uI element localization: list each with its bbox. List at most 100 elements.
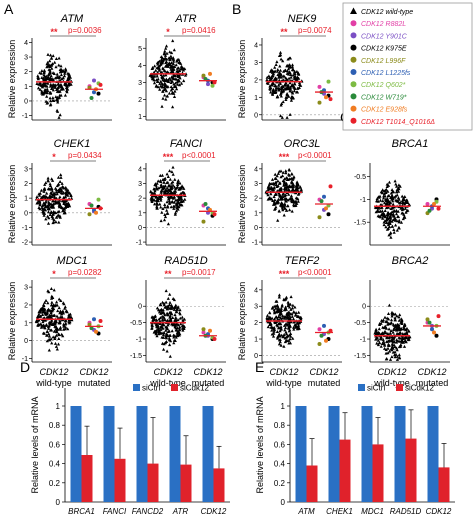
wt-point [385,218,389,222]
wt-point [150,76,155,80]
wt-point [178,327,182,331]
wt-point [158,316,163,320]
wt-point [284,176,288,180]
mutated-point [87,322,92,327]
wt-point [390,342,394,346]
wt-point [178,308,182,312]
wt-point [396,189,401,193]
wt-point [276,317,280,321]
wt-point [62,74,67,78]
bar [81,455,93,502]
wt-point [161,96,165,100]
gene-title: BRCA1 [392,138,429,150]
wt-point [384,348,388,351]
wt-point [277,295,281,299]
wt-point [164,334,168,337]
y-tick-label: 0 [138,225,142,232]
wt-point [293,305,297,309]
wt-point [49,337,53,341]
wt-point [53,321,58,325]
bar [427,406,439,502]
wt-point [277,70,282,74]
wt-point [276,68,280,71]
wt-point [290,91,295,95]
wt-group-sublabel: wild-type [265,378,302,388]
wt-point [280,303,284,307]
y-tick-label: 0.4 [49,460,61,469]
wt-point [293,87,297,90]
p-value: p=0.0074 [298,26,332,35]
wt-point [280,204,284,208]
wt-point [182,79,186,83]
wt-point [398,328,402,332]
wt-point [398,184,402,188]
wt-point [47,308,51,312]
bar-chart-d: 0 0.2 0.4 0.6 0.8 1 Relative levels of mRNA siC… [30,384,230,514]
wt-point [163,318,167,322]
wt-point [279,85,283,89]
wt-point [386,210,390,214]
wt-point [403,206,407,210]
wt-point [39,188,43,192]
wt-point [150,315,155,319]
wt-point [47,216,51,220]
wt-point [275,69,280,73]
wt-point [156,77,160,81]
wt-point [42,213,46,217]
wt-point [279,94,283,98]
wt-point [284,81,288,85]
mutated-group-sublabel: mutated [416,378,449,388]
bar [328,406,340,502]
wt-point [283,180,287,184]
y-tick-label: 0 [254,112,258,119]
wt-point [390,338,394,342]
wt-point [398,336,402,340]
y-tick-label: 0.2 [274,479,286,488]
wt-point [291,187,295,191]
wt-point [164,300,168,304]
wt-point [406,338,410,342]
wt-point [291,336,295,340]
wt-point [54,333,59,337]
wt-point [165,85,169,89]
wt-point [68,312,72,316]
mutated-point [324,95,328,100]
wt-point [268,187,272,190]
wt-point [150,66,154,70]
wt-point [282,298,286,302]
wt-point [157,66,161,70]
y-tick-label: 2 [254,196,258,203]
wt-point [169,205,173,209]
wt-point [386,223,390,227]
wt-point [293,70,297,73]
wt-point [276,218,280,222]
wt-point [54,65,58,69]
wt-point [397,353,401,357]
wt-point [53,313,57,317]
y-axis-label: Relative expression [7,40,17,119]
wt-point [179,191,183,195]
wt-point [273,310,277,313]
wt-point [58,326,62,330]
wt-point [62,186,66,190]
wt-point [164,77,168,81]
wt-point [37,193,42,197]
y-tick-label: 1 [24,320,28,327]
wt-point [273,176,277,180]
wt-point [58,180,62,183]
wt-point [47,334,52,338]
wt-point [284,199,288,203]
mutated-point [87,212,92,217]
wt-point [66,71,70,75]
wt-point [279,343,283,347]
wt-point [393,350,397,354]
wt-point [164,335,168,339]
legend-marker-dot [350,32,357,39]
wt-point [171,183,175,187]
mutated-point [89,96,94,100]
wt-point [278,340,282,344]
legend-label: CDK12 Q602* [361,82,406,89]
wt-point [45,191,49,195]
wt-point [290,172,294,176]
wt-point [173,212,177,216]
